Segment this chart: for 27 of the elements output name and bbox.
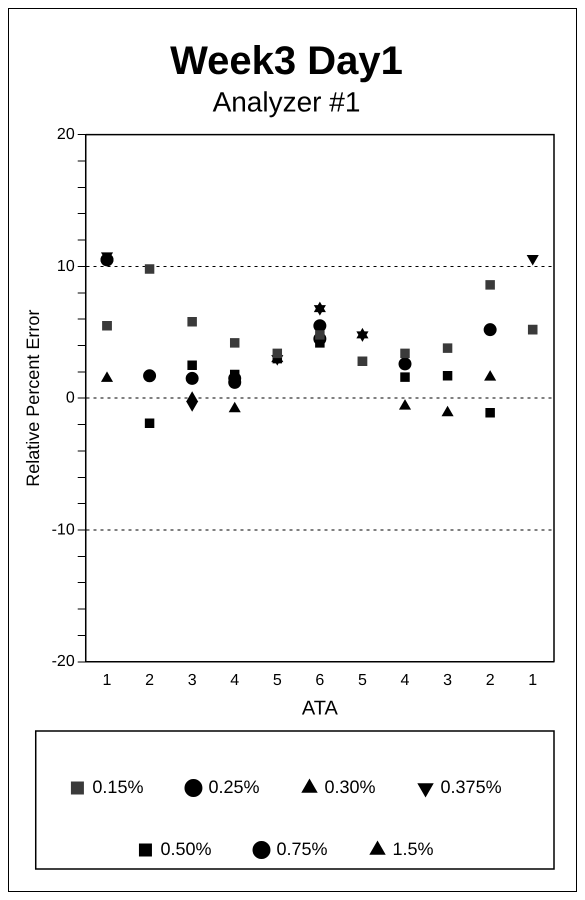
legend-label: 0.375% <box>440 776 502 797</box>
x-tick-label: 3 <box>443 672 452 689</box>
legend-label: 1.5% <box>392 838 434 859</box>
x-tick-label: 4 <box>230 672 240 689</box>
y-tick-label: 10 <box>56 258 75 275</box>
x-tick-label: 1 <box>528 672 538 689</box>
x-tick-label: 3 <box>188 672 197 689</box>
y-tick-label: -20 <box>52 653 75 670</box>
x-tick-label: 4 <box>400 672 410 689</box>
chart-title: Week3 Day1 <box>170 39 403 84</box>
y-tick-label: 20 <box>56 126 75 144</box>
x-tick-label: 1 <box>102 672 112 689</box>
x-axis-title: ATA <box>302 698 338 720</box>
legend-label: 0.30% <box>324 776 376 797</box>
legend-label: 0.50% <box>160 838 212 859</box>
x-tick-label: 2 <box>486 672 495 689</box>
y-tick-label: -10 <box>52 521 75 538</box>
x-tick-label: 5 <box>358 672 367 689</box>
x-tick-label: 6 <box>315 672 324 689</box>
x-tick-label: 2 <box>145 672 154 689</box>
x-tick-label: 5 <box>272 672 282 689</box>
legend-label: 0.75% <box>276 838 328 859</box>
y-axis-title: Relative Percent Error <box>22 310 43 487</box>
chart-subtitle: Analyzer #1 <box>212 86 360 118</box>
y-tick-label: 0 <box>66 390 75 407</box>
legend-label: 0.15% <box>92 776 144 797</box>
legend-label: 0.25% <box>208 776 260 797</box>
